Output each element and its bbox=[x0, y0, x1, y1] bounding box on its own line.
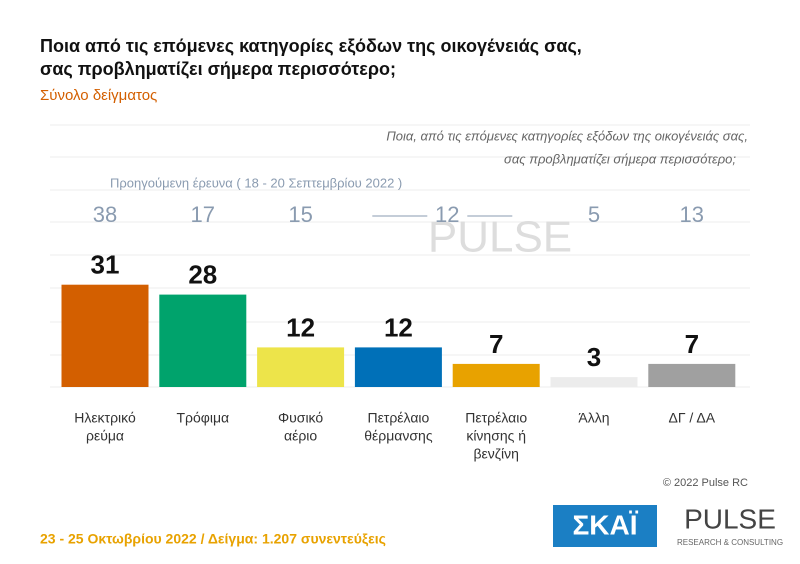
previous-label: Προηγούμενη έρευνα ( 18 - 20 Σεπτεμβρίου… bbox=[110, 175, 402, 190]
previous-value: 38 bbox=[93, 202, 117, 227]
previous-value: 13 bbox=[680, 202, 704, 227]
subtitle: Σύνολο δείγματος bbox=[40, 87, 157, 104]
previous-value: 15 bbox=[288, 202, 312, 227]
category-label: ΔΓ / ΔΑ bbox=[668, 410, 715, 426]
bar bbox=[61, 284, 149, 387]
watermark: PULSE bbox=[428, 213, 572, 262]
previous-value: 17 bbox=[191, 202, 215, 227]
category-label: θέρμανσης bbox=[364, 428, 433, 444]
pulse-logo-sub: RESEARCH & CONSULTING bbox=[677, 538, 783, 547]
question: Ποια, από τις επόμενες κατηγορίες εξόδων… bbox=[386, 128, 748, 143]
value-label: 28 bbox=[188, 259, 217, 289]
value-label: 7 bbox=[685, 329, 699, 359]
bar bbox=[648, 363, 736, 387]
title: σας προβληματίζει σήμερα περισσότερο; bbox=[40, 59, 396, 80]
bar bbox=[257, 347, 345, 387]
value-label: 31 bbox=[91, 250, 120, 280]
bar bbox=[452, 363, 540, 387]
pulse-logo: PULSE bbox=[684, 503, 776, 534]
value-label: 12 bbox=[384, 312, 413, 342]
question: σας προβληματίζει σήμερα περισσότερο; bbox=[504, 151, 736, 166]
category-label: αέριο bbox=[284, 428, 317, 444]
category-label: ρεύμα bbox=[86, 428, 124, 444]
bar bbox=[159, 294, 247, 387]
title: Ποια από τις επόμενες κατηγορίες εξόδων … bbox=[40, 36, 582, 57]
value-label: 3 bbox=[587, 342, 601, 372]
bar bbox=[550, 377, 638, 387]
category-label: Πετρέλαιο bbox=[465, 410, 527, 426]
value-label: 7 bbox=[489, 329, 503, 359]
category-label: βενζίνη bbox=[474, 446, 519, 462]
category-label: Φυσικό bbox=[278, 410, 323, 426]
skai-logo-text: ΣΚΑΪ bbox=[572, 509, 638, 540]
footer: 23 - 25 Οκτωβρίου 2022 / Δείγμα: 1.207 σ… bbox=[40, 531, 386, 547]
previous-value: 12 bbox=[435, 202, 459, 227]
bar bbox=[354, 347, 442, 387]
value-label: 12 bbox=[286, 312, 315, 342]
category-label: κίνησης ή bbox=[466, 428, 526, 444]
category-label: Πετρέλαιο bbox=[367, 410, 429, 426]
copyright: © 2022 Pulse RC bbox=[663, 477, 748, 489]
category-label: Τρόφιμα bbox=[176, 410, 229, 426]
category-label: Άλλη bbox=[578, 410, 609, 426]
category-label: Ηλεκτρικό bbox=[74, 410, 136, 426]
previous-value: 5 bbox=[588, 202, 600, 227]
skai-logo bbox=[553, 505, 657, 547]
